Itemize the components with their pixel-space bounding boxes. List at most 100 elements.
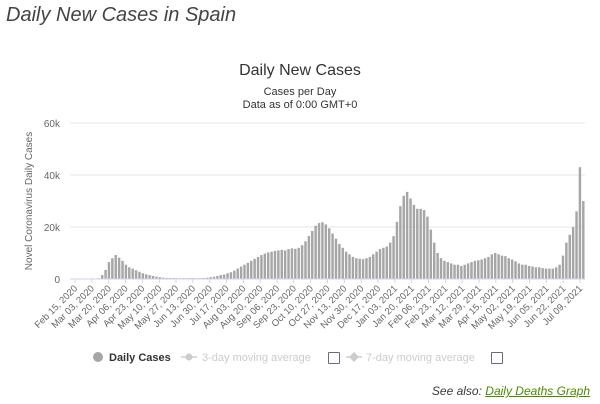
bar[interactable] <box>317 223 321 279</box>
bar[interactable] <box>111 258 114 279</box>
bar[interactable] <box>524 264 527 279</box>
bar[interactable] <box>209 277 212 279</box>
bar[interactable] <box>165 277 168 279</box>
bar[interactable] <box>409 198 412 279</box>
bar[interactable] <box>575 211 578 279</box>
bar[interactable] <box>565 242 568 279</box>
bar[interactable] <box>561 255 565 279</box>
bar[interactable] <box>521 264 524 279</box>
bar[interactable] <box>155 276 158 279</box>
legend-item-daily-cases[interactable]: Daily Cases <box>93 352 171 364</box>
bar[interactable] <box>253 258 256 279</box>
bar[interactable] <box>117 257 121 279</box>
bar[interactable] <box>148 275 151 279</box>
bar[interactable] <box>429 229 433 279</box>
bar[interactable] <box>277 250 280 279</box>
bar[interactable] <box>382 247 385 279</box>
bar[interactable] <box>551 268 555 279</box>
bar[interactable] <box>405 191 409 279</box>
bar[interactable] <box>145 274 148 279</box>
bar[interactable] <box>487 256 490 279</box>
legend-item-3-day-moving-average[interactable]: 3-day moving average <box>181 352 311 364</box>
bar[interactable] <box>439 258 443 279</box>
bar[interactable] <box>100 275 104 279</box>
bar[interactable] <box>219 275 222 279</box>
bar[interactable] <box>582 201 585 279</box>
bar[interactable] <box>273 250 277 279</box>
bar[interactable] <box>365 258 368 279</box>
bar[interactable] <box>436 253 439 279</box>
bar[interactable] <box>368 256 372 279</box>
bar[interactable] <box>216 275 219 279</box>
daily-deaths-graph-link[interactable]: Daily Deaths Graph <box>485 384 590 398</box>
bar[interactable] <box>338 243 341 279</box>
bar[interactable] <box>527 266 531 279</box>
bar[interactable] <box>548 268 551 279</box>
bar[interactable] <box>300 245 304 279</box>
bar[interactable] <box>544 268 548 279</box>
bar[interactable] <box>541 268 544 279</box>
bar[interactable] <box>578 167 582 279</box>
bar[interactable] <box>263 253 267 279</box>
bar[interactable] <box>236 268 239 279</box>
bar[interactable] <box>266 252 270 279</box>
legend-item-7-day-moving-average[interactable]: 7-day moving average <box>346 352 475 364</box>
bar[interactable] <box>531 266 534 279</box>
bar[interactable] <box>453 264 456 279</box>
bar[interactable] <box>470 262 473 279</box>
bar[interactable] <box>412 204 416 279</box>
bar[interactable] <box>558 264 561 279</box>
bar[interactable] <box>246 262 250 279</box>
bar[interactable] <box>351 256 355 279</box>
bar[interactable] <box>311 230 314 279</box>
bar[interactable] <box>466 263 470 279</box>
bar[interactable] <box>554 267 558 279</box>
bar[interactable] <box>378 249 382 279</box>
bar[interactable] <box>314 225 317 279</box>
7-day-moving-average-checkbox[interactable] <box>491 352 503 364</box>
bar[interactable] <box>121 260 124 279</box>
bar[interactable] <box>304 241 307 279</box>
bar[interactable] <box>375 251 378 279</box>
bar[interactable] <box>500 255 504 279</box>
bar[interactable] <box>399 206 402 279</box>
bar[interactable] <box>239 266 243 279</box>
bar[interactable] <box>344 251 348 279</box>
bar[interactable] <box>490 254 494 279</box>
bar[interactable] <box>226 273 229 279</box>
bar[interactable] <box>297 247 300 279</box>
bar[interactable] <box>290 248 294 279</box>
bar[interactable] <box>114 255 117 279</box>
bar[interactable] <box>206 277 209 279</box>
bar[interactable] <box>497 254 500 279</box>
bar[interactable] <box>446 262 449 279</box>
bar[interactable] <box>324 224 328 279</box>
bar[interactable] <box>348 254 351 279</box>
bar[interactable] <box>517 263 521 279</box>
bar[interactable] <box>534 267 538 279</box>
bar[interactable] <box>131 268 134 279</box>
bar[interactable] <box>372 254 375 279</box>
bar[interactable] <box>107 262 111 279</box>
bar[interactable] <box>571 227 575 279</box>
bar[interactable] <box>480 259 483 280</box>
bar[interactable] <box>321 222 324 279</box>
bar[interactable] <box>463 264 466 279</box>
bar[interactable] <box>460 266 463 279</box>
bar[interactable] <box>443 260 446 279</box>
bar[interactable] <box>212 276 216 279</box>
bar[interactable] <box>385 246 389 280</box>
bar[interactable] <box>493 253 497 279</box>
bar[interactable] <box>141 273 145 279</box>
bar[interactable] <box>270 251 273 279</box>
bar[interactable] <box>507 258 510 279</box>
bar[interactable] <box>331 233 334 280</box>
bar[interactable] <box>504 256 507 279</box>
bar[interactable] <box>151 275 155 279</box>
bar[interactable] <box>568 234 571 279</box>
bar[interactable] <box>402 195 405 279</box>
bar[interactable] <box>477 260 480 279</box>
bar[interactable] <box>433 242 436 279</box>
bar[interactable] <box>395 221 399 279</box>
3-day-moving-average-checkbox[interactable] <box>328 352 340 364</box>
